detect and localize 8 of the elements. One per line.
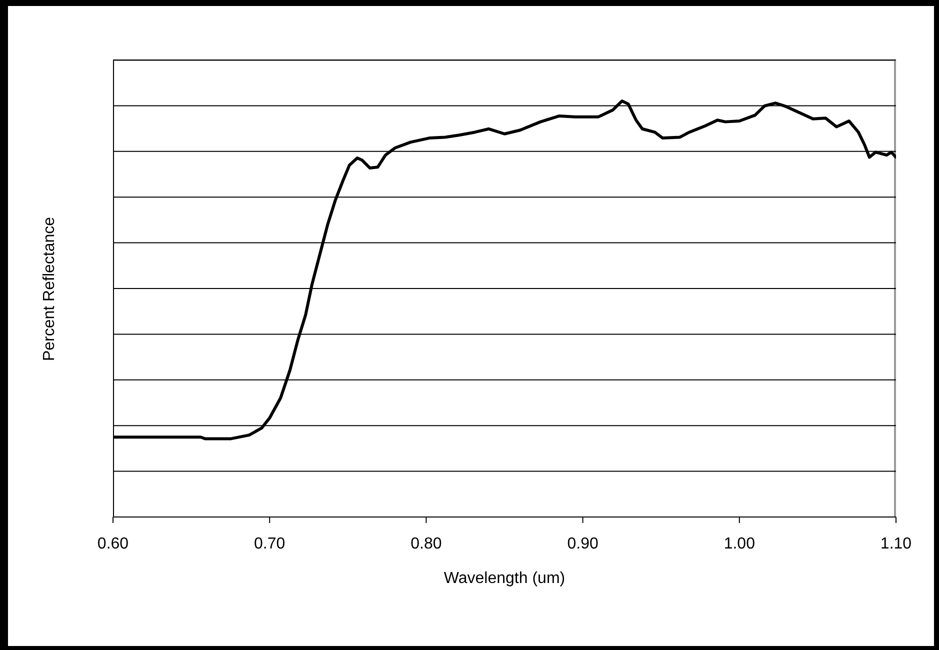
x-tick-label: 0.90 — [567, 535, 598, 552]
x-axis-title: Wavelength (um) — [444, 570, 566, 587]
x-tick-label: 0.60 — [97, 535, 129, 552]
y-axis-title: Percent Reflectance — [41, 216, 59, 361]
x-tick-label: 0.70 — [254, 535, 286, 552]
x-tick-label: 1.10 — [880, 535, 912, 552]
x-tick-label: 1.00 — [724, 535, 756, 552]
x-tick-label: 0.80 — [410, 535, 442, 552]
